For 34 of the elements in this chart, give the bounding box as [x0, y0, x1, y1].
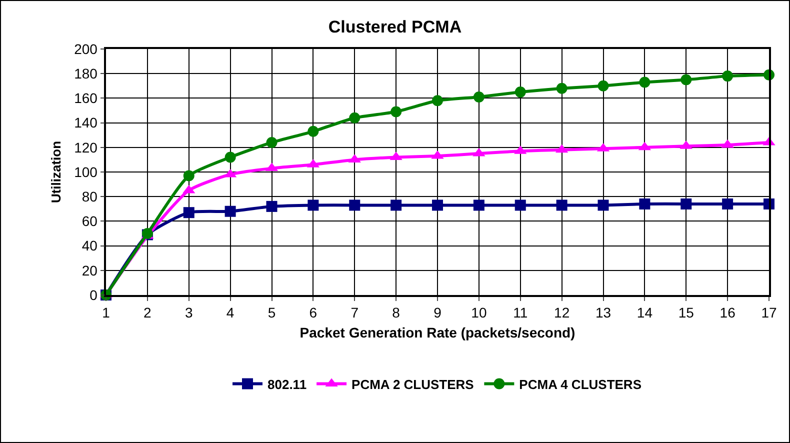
- y-tick-label: 160: [74, 90, 98, 106]
- legend-label: PCMA 4 CLUSTERS: [519, 376, 642, 392]
- x-tick-label: 14: [636, 304, 653, 321]
- y-tick-label: 120: [74, 139, 98, 156]
- x-tick-label: 5: [268, 304, 276, 321]
- x-tick-label: 3: [184, 304, 193, 321]
- y-tick-label: 40: [82, 238, 98, 254]
- y-tick-label: 200: [74, 40, 98, 57]
- y-tick-label: 20: [82, 262, 98, 278]
- x-tick-label: 15: [678, 304, 694, 321]
- x-tick-label: 17: [761, 304, 777, 321]
- y-tick-label: 180: [74, 66, 98, 82]
- x-tick-label: 13: [595, 304, 612, 321]
- x-tick-label: 16: [720, 304, 736, 321]
- x-tick-label: 10: [471, 304, 487, 321]
- x-tick-label: 9: [434, 304, 442, 321]
- chart-title: Clustered PCMA: [328, 18, 462, 37]
- x-tick-label: 12: [554, 304, 570, 321]
- y-tick-label: 60: [82, 213, 98, 230]
- y-tick-label: 140: [74, 114, 98, 131]
- legend-label: PCMA 2 CLUSTERS: [352, 376, 474, 392]
- x-tick-label: 1: [102, 304, 110, 321]
- x-tick-label: 8: [392, 304, 400, 321]
- legend-label: 802.11: [268, 376, 307, 392]
- x-tick-label: 11: [513, 304, 528, 321]
- x-axis-title: Packet Generation Rate (packets/second): [300, 324, 576, 340]
- x-tick-label: 4: [226, 304, 234, 321]
- y-axis-title: Utilization: [48, 140, 64, 204]
- y-tick-label: 80: [82, 188, 98, 204]
- y-tick-label: 100: [74, 164, 98, 180]
- x-tick-label: 2: [144, 304, 152, 321]
- x-tick-label: 6: [309, 304, 318, 321]
- y-tick-label: 0: [90, 286, 98, 303]
- x-tick-label: 7: [350, 304, 359, 321]
